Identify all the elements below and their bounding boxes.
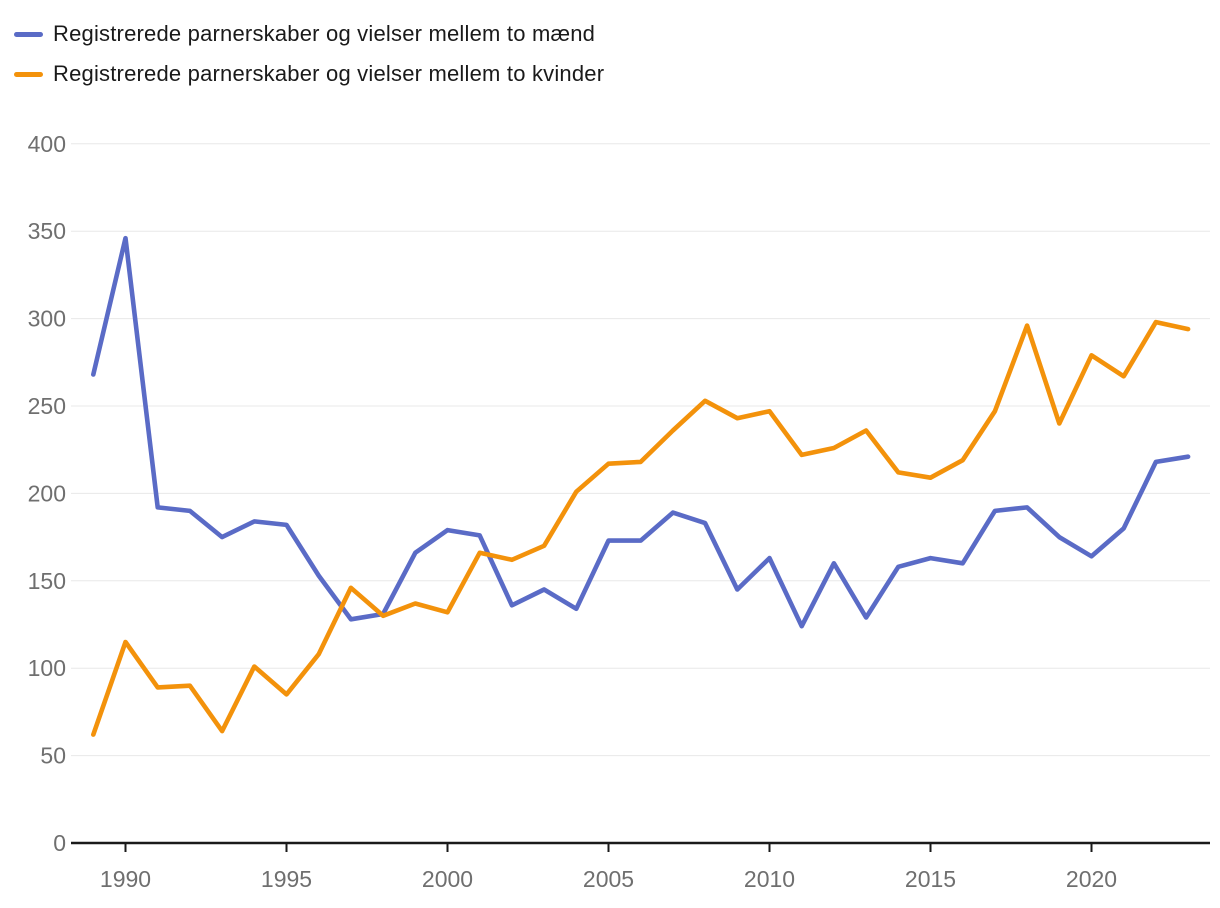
y-axis-label: 150 — [28, 568, 66, 594]
x-axis-label: 2015 — [905, 866, 956, 892]
legend-item-men: Registrerede parnerskaber og vielser mel… — [14, 14, 604, 54]
legend-swatch-men-icon — [14, 31, 43, 37]
chart-legend: Registrerede parnerskaber og vielser mel… — [14, 14, 604, 94]
series-line-women — [91, 319, 1191, 737]
y-axis-label: 400 — [28, 131, 66, 157]
y-axis-label: 250 — [28, 393, 66, 419]
y-axis-label: 0 — [53, 830, 66, 856]
x-axis-label: 1995 — [261, 866, 312, 892]
legend-label-women: Registrerede parnerskaber og vielser mel… — [53, 61, 605, 86]
x-axis-label: 2000 — [422, 866, 473, 892]
legend-label-men: Registrerede parnerskaber og vielser mel… — [53, 21, 596, 46]
x-axis-label: 2020 — [1066, 866, 1117, 892]
y-axis-label: 200 — [28, 480, 66, 506]
y-axis-label: 100 — [28, 655, 66, 681]
x-axis-label: 2005 — [583, 866, 634, 892]
x-axis-label: 2010 — [744, 866, 795, 892]
series-line-men — [91, 235, 1191, 629]
y-axis-label: 50 — [40, 743, 66, 769]
legend-item-women: Registrerede parnerskaber og vielser mel… — [14, 54, 604, 94]
y-axis-label: 350 — [28, 218, 66, 244]
x-axis-label: 1990 — [100, 866, 151, 892]
y-axis-label: 300 — [28, 306, 66, 332]
legend-swatch-women-icon — [14, 71, 43, 77]
